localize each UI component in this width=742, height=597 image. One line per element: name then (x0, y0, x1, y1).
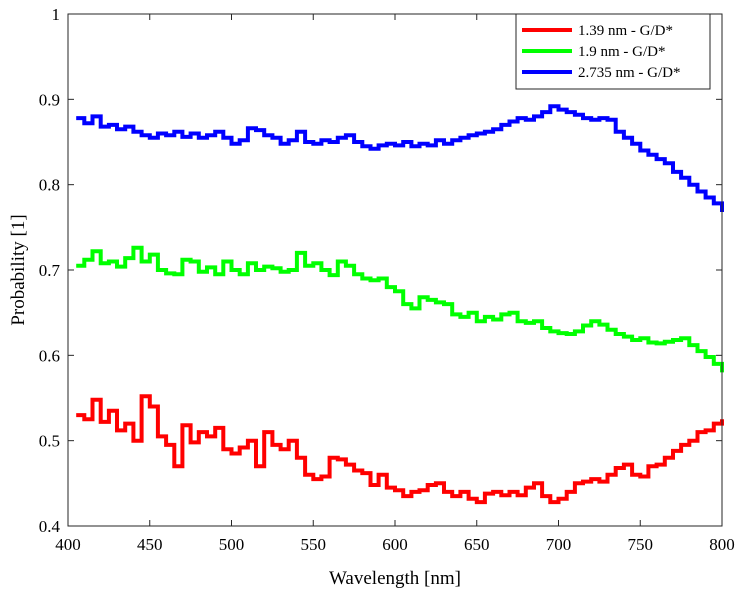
x-tick-label: 700 (546, 535, 572, 554)
x-tick-label: 450 (137, 535, 163, 554)
legend-label-3: 2.735 nm - G/D* (578, 65, 681, 81)
x-tick-labels: 400 450 500 550 600 650 700 750 800 (55, 535, 735, 554)
x-axis-label: Wavelength [nm] (329, 568, 461, 589)
axes-layer (67, 13, 723, 527)
x-tick-label: 600 (382, 535, 408, 554)
x-tick-label: 550 (301, 535, 327, 554)
y-tick-label: 0.5 (39, 432, 60, 451)
y-tick-label: 1 (52, 5, 61, 24)
y-axis-label: Probability [1] (8, 214, 29, 325)
series-line-3 (76, 104, 724, 212)
x-tick-label: 750 (628, 535, 654, 554)
y-tick-label: 0.6 (39, 346, 60, 365)
y-tick-label: 0.8 (39, 176, 60, 195)
x-tick-label: 500 (219, 535, 245, 554)
legend-label-2: 1.9 nm - G/D* (578, 44, 666, 60)
x-tick-label: 650 (464, 535, 490, 554)
series-line-2 (76, 245, 724, 373)
legend: 1.39 nm - G/D* 1.9 nm - G/D* 2.735 nm - G/… (515, 13, 711, 90)
y-tick-labels: 0.4 0.5 0.6 0.7 0.8 0.9 1 (39, 5, 61, 536)
plot-area (68, 14, 722, 526)
y-tick-label: 0.9 (39, 90, 60, 109)
x-tick-label: 400 (55, 535, 81, 554)
series-line-1 (76, 394, 724, 505)
y-tick-label: 0.7 (39, 261, 61, 280)
y-tick-label: 0.4 (39, 517, 61, 536)
x-tick-label: 800 (709, 535, 735, 554)
series-layer (76, 104, 724, 505)
legend-label-1: 1.39 nm - G/D* (578, 23, 673, 39)
